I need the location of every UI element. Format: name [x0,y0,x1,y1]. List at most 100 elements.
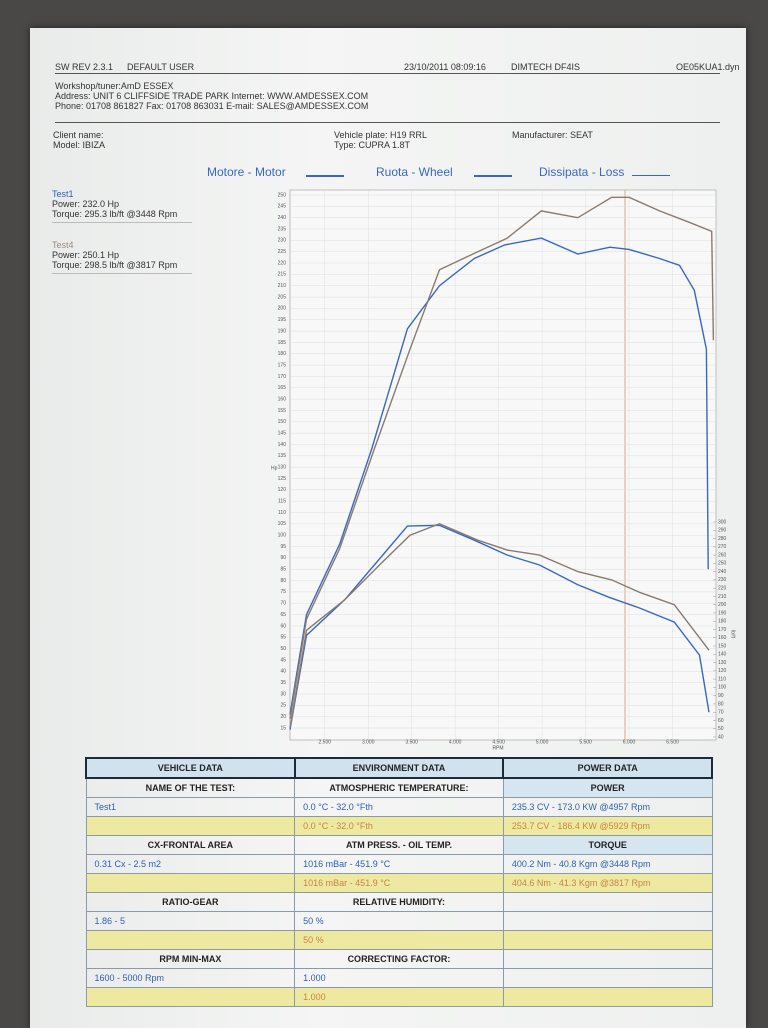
table-cell: ATM PRESS. - OIL TEMP. [294,835,504,855]
test-torque: Torque: 295.3 lb/ft @3448 Rpm [52,209,178,219]
table-cell: NAME OF THE TEST: [85,777,296,798]
series-line [289,524,710,730]
address: Address: UNIT 6 CLIFFSIDE TRADE PARK Int… [55,91,369,101]
legend-item: Dissipata - Loss [539,165,625,179]
y-tick-label: 225 [278,249,287,255]
y-tick-label: 190 [278,328,287,334]
y-tick-label: 125 [278,476,287,482]
table-row: Test1 0.0 °C - 32.0 °Fth 235.3 CV - 173.0 … [85,797,713,817]
x-tick-label: 4.000 [449,739,462,745]
table-cell: 1.000 [294,968,504,988]
table-cell: TORQUE [502,835,713,855]
x-tick-label: 3.500 [405,739,418,745]
test-torque: Torque: 298.5 lb/ft @3817 Rpm [52,260,178,270]
y2-tick-label: 130 [718,660,727,666]
y-tick-label: 105 [278,521,287,527]
y2-tick-label: 210 [718,594,727,600]
workshop: Workshop/tuner:AmD ESSEX [55,81,174,91]
series-line [289,522,710,729]
y-tick-label: 90 [280,555,286,561]
y-tick-label: 160 [278,396,287,402]
table-row: 50 % [85,930,713,950]
y-tick-label: 165 [278,385,287,391]
test-box: Test4 Power: 250.1 Hp Torque: 298.5 lb/f… [52,240,192,274]
y2-tick-label: 120 [718,668,727,674]
table-cell: 1.000 [294,987,504,1007]
y-tick-label: 45 [280,657,286,663]
y-tick-label: 115 [278,499,286,505]
x-tick-label: 3.000 [362,739,375,745]
y-tick-label: 110 [278,510,286,516]
y-tick-label: 205 [278,294,287,300]
x-tick-label: 2.500 [319,739,332,745]
legend-line [306,175,344,177]
series-line [289,237,709,715]
table-row: 1600 - 5000 Rpm 1.000 [85,968,713,988]
x-tick-label: 6.500 [666,739,679,745]
y2-tick-label: 50 [718,726,724,732]
table-cell: CX-FRONTAL AREA [85,835,296,855]
table-cell [85,816,296,836]
y2-tick-label: 290 [718,528,727,534]
manufacturer: Manufacturer: SEAT [512,130,593,140]
rule [55,122,720,123]
model: Model: IBIZA [53,140,106,150]
table-cell [502,987,713,1007]
y-tick-label: 145 [278,430,287,436]
y2-tick-label: 180 [718,619,727,625]
table-cell: 253.7 CV - 186.4 KW @5929 Rpm [502,816,713,836]
table-row: 1.86 - 5 50 % [85,911,713,931]
table-cell: 1016 mBar - 451.9 °C [294,873,504,893]
table-cell: ATMOSPHERIC TEMPERATURE: [294,777,504,798]
y-tick-label: 135 [278,453,287,459]
y-tick-label: 35 [280,680,286,686]
table-cell: 50 % [294,911,504,931]
y-tick-label: 220 [278,260,287,266]
table-cell: 235.3 CV - 173.0 KW @4957 Rpm [502,797,713,817]
y-tick-label: 85 [280,567,286,573]
chart: Hp lb/ft RPM 15 20 25 30 35 40 45 50 55 60 65 70 75 8… [271,189,736,751]
table-cell [502,930,713,950]
y2-tick-label: 100 [718,685,727,691]
y-tick-label: 215 [278,272,287,278]
table-cell: 1.86 - 5 [85,911,296,931]
y2-tick-label: 40 [718,734,724,740]
table-cell: 0.0 °C - 32.0 °Fth [294,816,504,836]
x-tick-label: 6.000 [623,739,636,745]
y-tick-label: 55 [280,635,286,641]
table-cell [502,968,713,988]
user: DEFAULT USER [127,62,195,72]
table-cell: RATIO-GEAR [85,892,296,912]
y-tick-label: 15 [280,725,286,731]
type: Type: CUPRA 1.8T [334,140,411,150]
rule [55,73,720,74]
plate: Vehicle plate: H19 RRL [334,130,428,140]
y2-tick-label: 200 [718,602,727,608]
y2-tick-label: 140 [718,652,727,658]
legend-line [632,175,670,176]
table-row: CX-FRONTAL AREA ATM PRESS. - OIL TEMP. TOR… [85,835,713,855]
y2-tick-label: 110 [718,676,726,682]
y-tick-label: 140 [278,442,287,448]
y2-tick-label: 60 [718,718,724,724]
software: SW REV 2.3.1 [55,62,114,72]
x-tick-label: 4.500 [492,739,505,745]
y-tick-label: 250 [278,192,287,198]
table-cell: CORRECTING FACTOR: [294,949,504,969]
test-name: Test4 [52,240,74,250]
y-tick-label: 40 [280,669,286,675]
y2-tick-label: 270 [718,544,727,550]
test-name: Test1 [52,189,74,199]
y-tick-label: 180 [278,351,287,357]
table-cell: 0.31 Cx - 2.5 m2 [85,854,296,874]
y-tick-label: 235 [278,226,287,232]
x-tick-label: 5.000 [536,739,549,745]
y-tick-label: 120 [278,487,287,493]
legend-item: Motore - Motor [207,165,286,179]
y-tick-label: 245 [278,204,287,210]
table-cell: Test1 [85,797,296,817]
table-cell: POWER [502,777,713,798]
x-axis-label: RPM [492,745,503,751]
